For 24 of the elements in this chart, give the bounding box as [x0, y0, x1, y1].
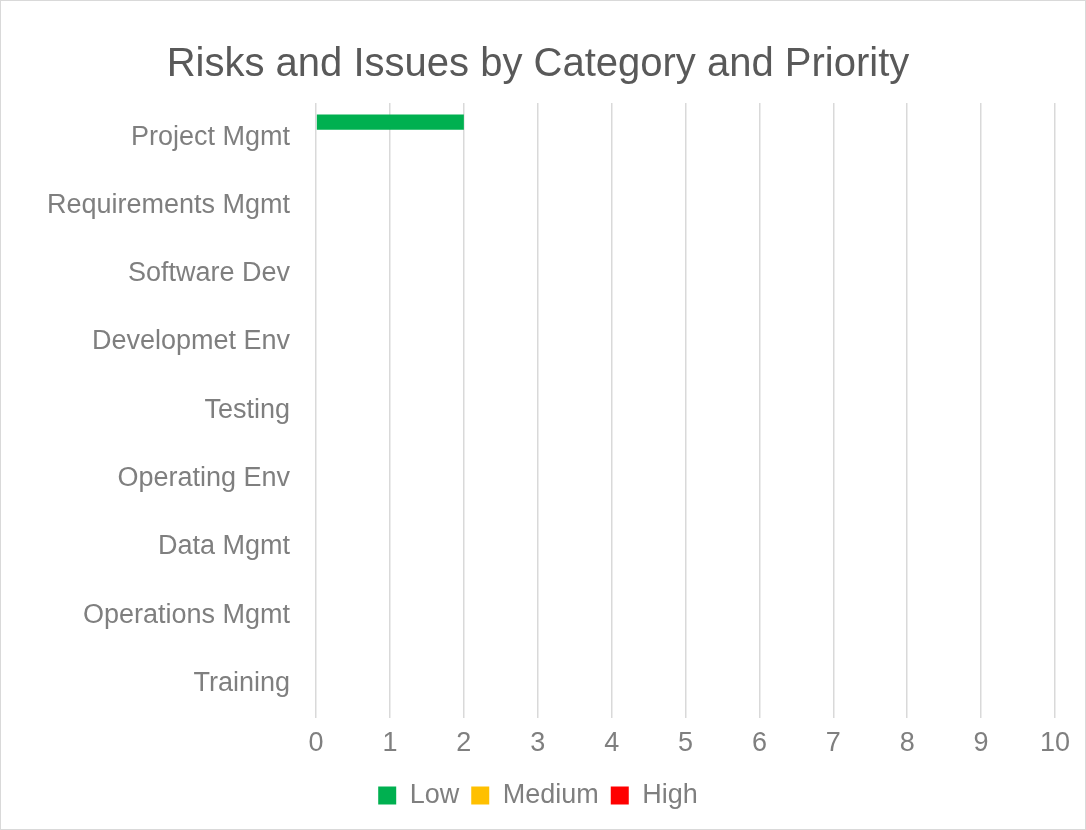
x-tick-label: 10: [1039, 727, 1071, 758]
x-tick-label: 5: [678, 727, 694, 758]
y-tick-label: Data Mgmt: [158, 530, 291, 561]
x-tick-label: 0: [308, 727, 324, 758]
x-tick-label: 4: [604, 727, 620, 758]
x-tick-label: 9: [973, 727, 989, 758]
x-tick-label: 8: [899, 727, 915, 758]
legend-label: High: [642, 778, 698, 809]
legend-label: Medium: [502, 778, 599, 809]
y-tick-label: Testing: [204, 393, 291, 424]
y-tick-label: Operating Env: [117, 462, 291, 493]
x-tick-label: 7: [825, 727, 841, 758]
x-tick-label: 6: [751, 727, 767, 758]
y-tick-label: Software Dev: [128, 257, 291, 288]
chart-title: Risks and Issues by Category and Priority: [166, 40, 910, 85]
y-tick-label: Training: [193, 666, 291, 697]
x-tick-label: 2: [456, 727, 472, 758]
y-tick-label: Operations Mgmt: [83, 598, 291, 629]
y-tick-label: Project Mgmt: [131, 120, 291, 151]
x-tick-label: 1: [382, 727, 398, 758]
x-tick-label: 3: [530, 727, 546, 758]
legend-label: Low: [409, 778, 460, 809]
y-tick-label: Requirements Mgmt: [46, 188, 291, 219]
y-tick-label: Developmet Env: [91, 325, 291, 356]
